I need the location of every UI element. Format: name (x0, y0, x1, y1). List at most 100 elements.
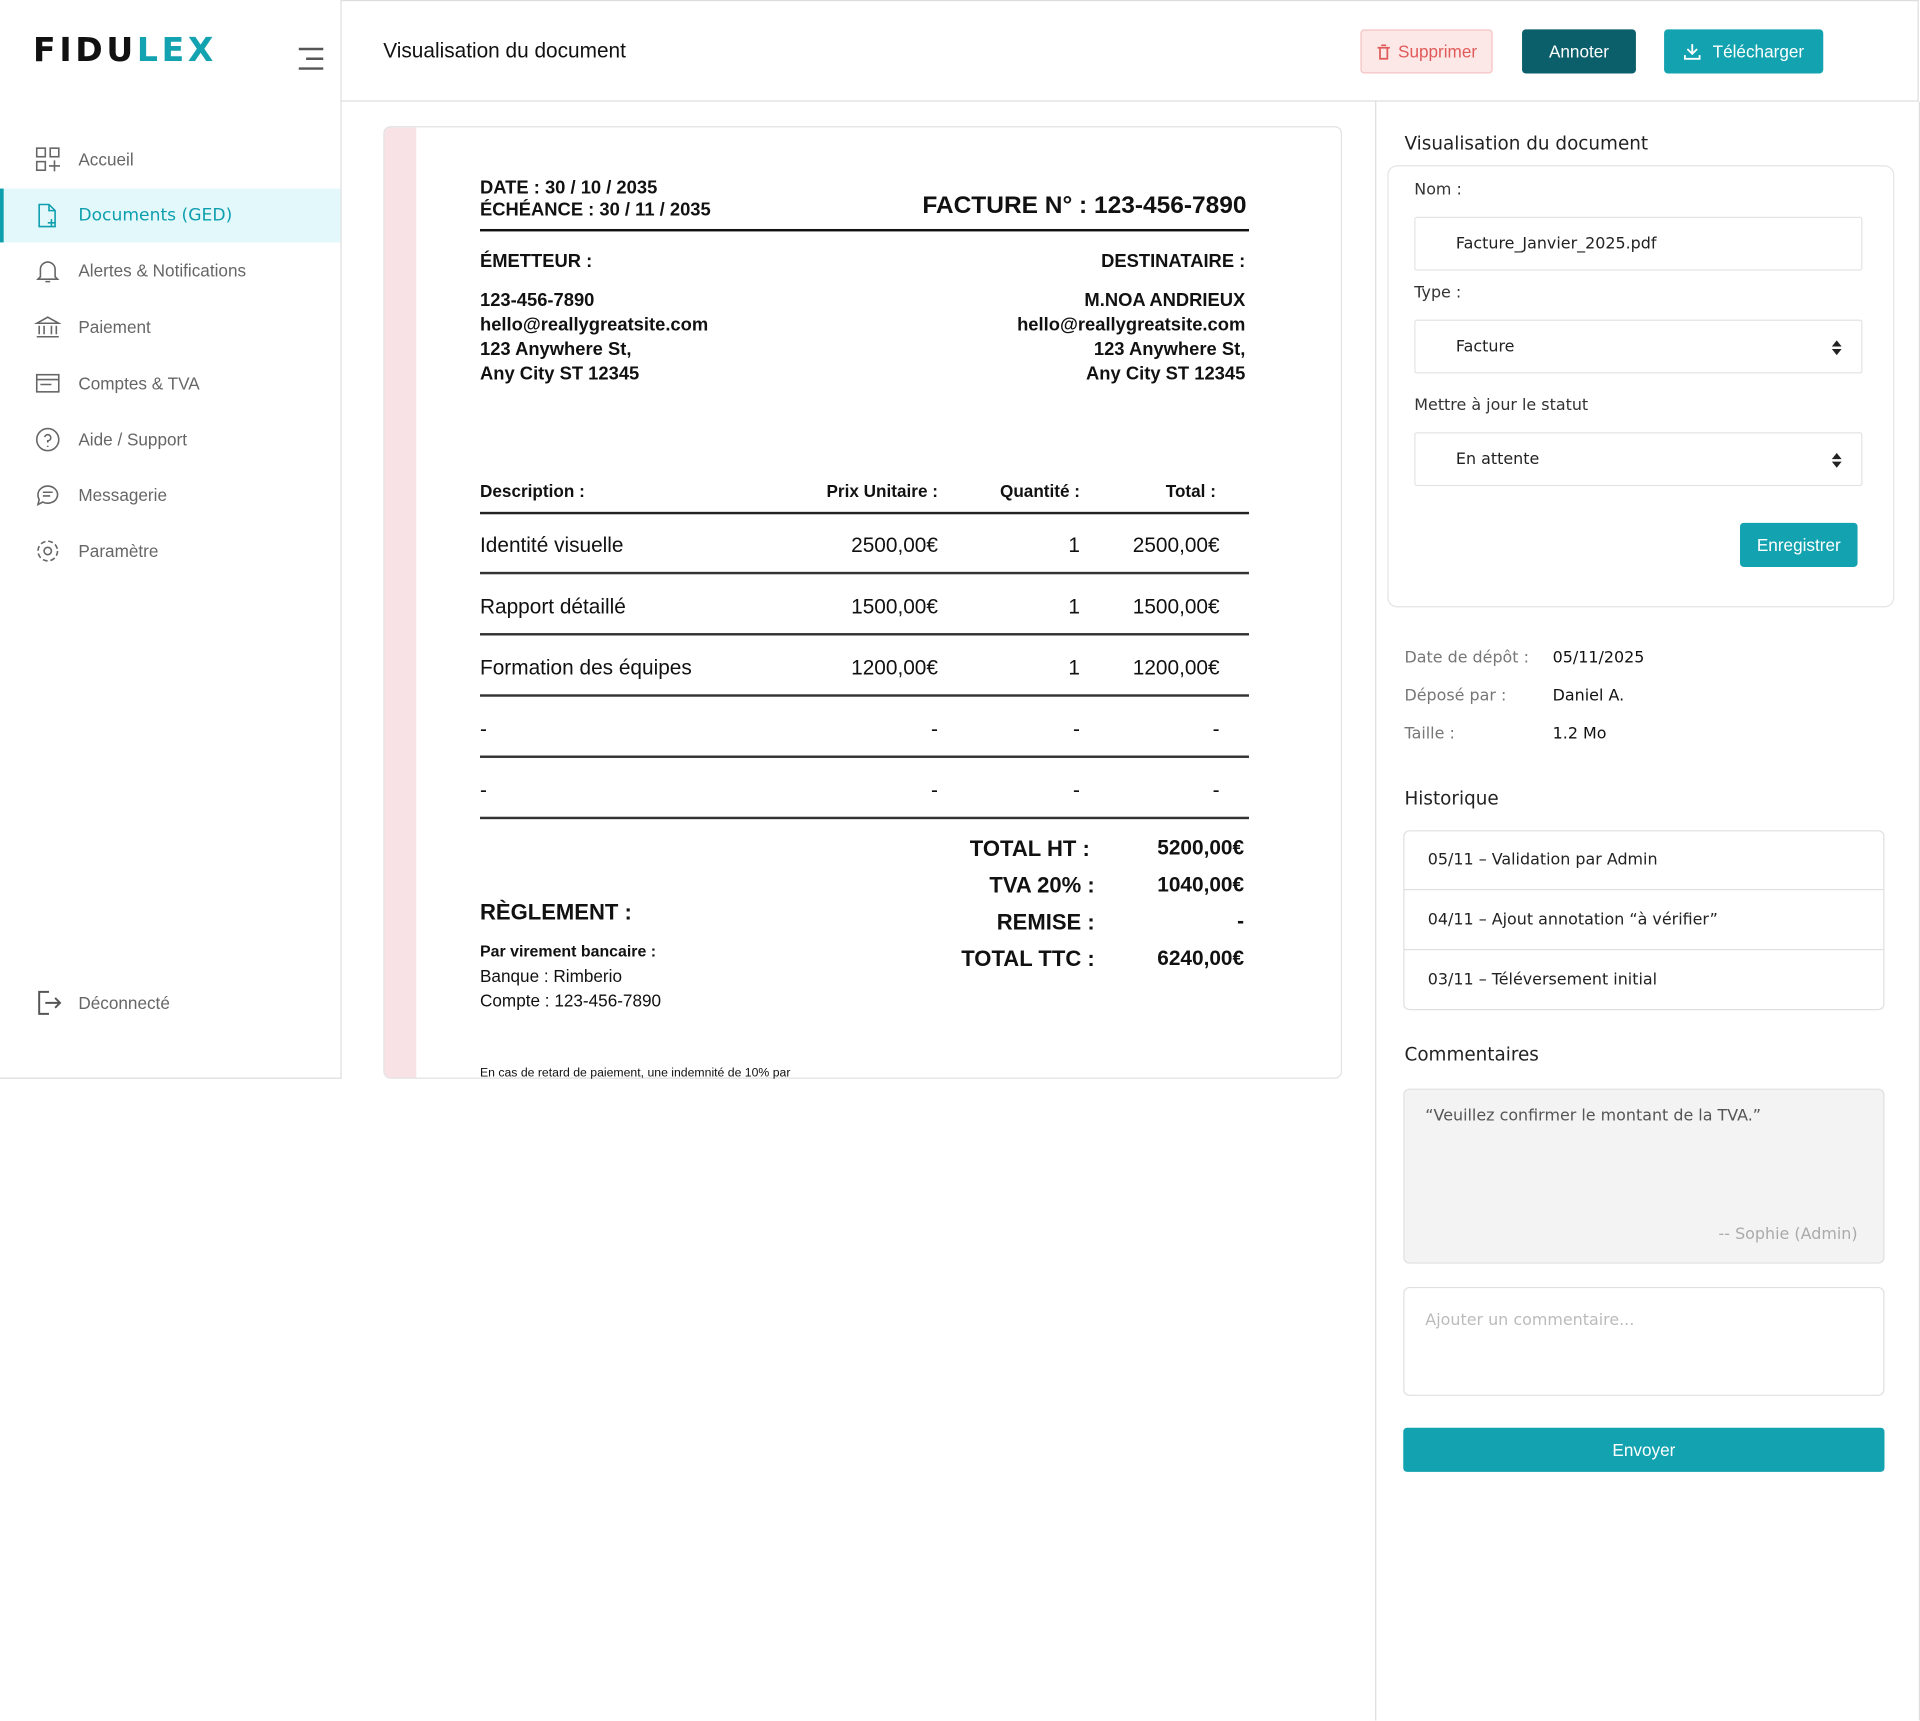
comment-input[interactable]: Ajouter un commentaire... (1403, 1286, 1885, 1396)
delete-label: Supprimer (1398, 41, 1478, 62)
send-button[interactable]: Envoyer (1403, 1427, 1885, 1472)
nav-item[interactable]: Paiement (0, 300, 340, 354)
type-select[interactable]: Facture (1414, 319, 1863, 374)
menu-icon[interactable] (296, 47, 325, 71)
document-viewer (383, 126, 1343, 1079)
total-value: - (1237, 909, 1245, 934)
logout-icon (38, 990, 62, 1015)
type-label: Type : (1414, 284, 1462, 303)
delete-button[interactable]: Supprimer (1360, 29, 1493, 74)
logout[interactable]: Déconnecté (0, 976, 340, 1030)
nav-item[interactable]: Aide / Support (0, 412, 340, 466)
table-cell: - (1212, 778, 1220, 803)
table-header: Quantité : (999, 481, 1081, 501)
table-cell: - (931, 717, 938, 741)
nav-label: Messagerie (78, 485, 167, 505)
name-input[interactable]: Facture_Janvier_2025.pdf (1414, 216, 1863, 271)
address-line: M.NOA ANDRIEUX (1084, 290, 1246, 312)
table-cell: Formation des équipes (480, 656, 692, 680)
meta-label: Date de dépôt : (1404, 648, 1529, 668)
table-cell: - (1212, 717, 1220, 741)
document-stripe (384, 127, 417, 1078)
nav-icon (35, 373, 60, 393)
nav-icon (36, 261, 60, 283)
table-cell: - (480, 778, 487, 803)
row-rule (480, 816, 1249, 819)
nav-icon (35, 427, 60, 451)
comment-placeholder: Ajouter un commentaire... (1425, 1311, 1635, 1330)
select-arrows (1831, 453, 1842, 468)
nav-item[interactable]: Documents (GED) (0, 188, 341, 243)
logo-dark: FIDU (33, 31, 137, 70)
payment-line: Banque : Rimberio (480, 966, 622, 986)
header-title: Visualisation du document (383, 39, 626, 63)
nav-label: Comptes & TVA (78, 373, 200, 393)
nav-item[interactable]: Alertes & Notifications (0, 244, 340, 298)
issuer-block: 123-456-7890 hello@reallygreatsite.com 123… (480, 289, 708, 387)
payment-method: Par virement bancaire : (480, 941, 657, 961)
row-rule (480, 755, 1249, 758)
address-line: hello@reallygreatsite.com (480, 314, 709, 336)
download-icon (1683, 44, 1701, 60)
form-card (1387, 165, 1895, 608)
nav-item[interactable]: Paramètre (0, 524, 340, 578)
annotate-button[interactable]: Annoter (1522, 29, 1636, 74)
table-cell: Identité visuelle (480, 533, 624, 558)
payment-lines: Banque : Rimberio Compte : 123-456-7890 (480, 964, 661, 1013)
nav-icon (38, 203, 56, 227)
nav-item[interactable]: Accueil (0, 132, 340, 186)
recipient-label: DESTINATAIRE : (1101, 251, 1246, 272)
table-cell: 1200,00€ (1132, 656, 1220, 680)
table-header: Prix Unitaire : (826, 481, 938, 501)
address-line: 123 Anywhere St, (1093, 339, 1246, 361)
status-select[interactable]: En attente (1414, 432, 1863, 487)
nav-label: Documents (GED) (78, 205, 233, 225)
nav-label: Paramètre (78, 541, 159, 561)
invoice-rule (480, 228, 1249, 232)
nav-icon (36, 485, 59, 507)
save-button[interactable]: Enregistrer (1740, 522, 1858, 567)
nav-label: Aide / Support (78, 429, 188, 449)
table-cell: 1 (1068, 595, 1081, 619)
payment-title: RÈGLEMENT : (480, 900, 632, 925)
total-label: TVA 20% : (989, 873, 1095, 898)
invoice-number: FACTURE N° : 123-456-7890 (922, 192, 1247, 220)
download-button[interactable]: Télécharger (1664, 29, 1824, 74)
address-line: hello@reallygreatsite.com (1017, 314, 1246, 336)
nav-label: Accueil (78, 149, 134, 169)
total-label: TOTAL TTC : (961, 946, 1095, 972)
nav-icon (34, 316, 62, 338)
nav-icon (37, 540, 59, 562)
nav-label: Alertes & Notifications (78, 261, 247, 281)
history-item: 04/11 – Ajout annotation “à vérifier” (1404, 891, 1884, 950)
table-cell: 2500,00€ (851, 533, 938, 558)
nav-icon (35, 147, 61, 172)
total-value: 1040,00€ (1157, 873, 1245, 897)
invoice-due: ÉCHÉANCE : 30 / 11 / 2035 (480, 199, 711, 221)
meta-label: Taille : (1404, 724, 1455, 744)
table-header: Total : (1165, 481, 1216, 501)
history-title: Historique (1404, 787, 1499, 810)
nav-item[interactable]: Comptes & TVA (0, 356, 340, 410)
total-value: 5200,00€ (1157, 836, 1245, 860)
total-label: TOTAL HT : (969, 836, 1090, 861)
table-cell: 1 (1068, 533, 1081, 558)
table-cell: 1500,00€ (851, 595, 938, 619)
recipient-block: M.NOA ANDRIEUX hello@reallygreatsite.com 1… (1017, 289, 1245, 387)
comment-author: -- Sophie (Admin) (1718, 1225, 1858, 1245)
table-cell: 1 (1068, 656, 1081, 680)
comments-title: Commentaires (1404, 1043, 1539, 1066)
table-cell: 2500,00€ (1132, 533, 1220, 558)
status-label: Mettre à jour le statut (1414, 396, 1589, 416)
sidebar: FIDULEX Accueil Documents (GED) Alertes & … (0, 0, 342, 1079)
trash-icon (1377, 43, 1390, 60)
table-cell: - (931, 778, 938, 803)
logo: FIDULEX (33, 32, 217, 70)
table-cell: - (480, 717, 487, 741)
issuer-label: ÉMETTEUR : (480, 251, 593, 272)
table-header: Description : (480, 481, 585, 501)
meta-value: 1.2 Mo (1552, 724, 1607, 744)
nav-item[interactable]: Messagerie (0, 468, 340, 522)
